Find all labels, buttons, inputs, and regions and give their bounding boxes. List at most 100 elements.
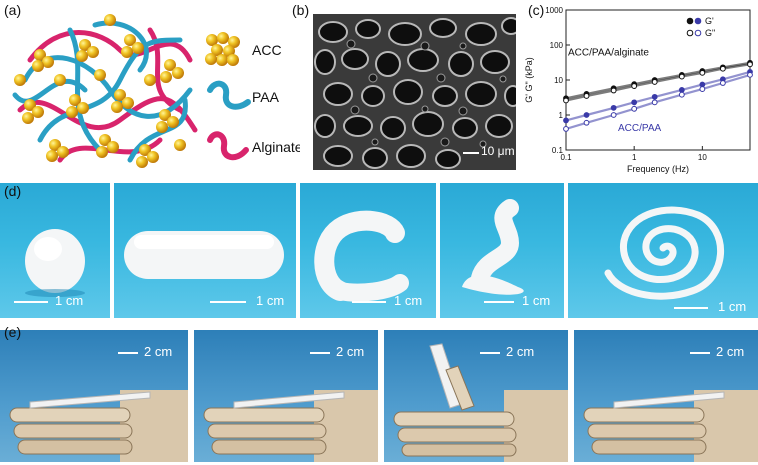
d-scale-label-5: 1 cm [718,299,747,314]
legend-marker-blue [694,17,702,25]
legend-alginate: Alginate [207,131,303,161]
data-point [747,71,753,78]
gel-spiral-shape [604,206,724,300]
y-tick-label: 10 [554,76,563,85]
sem-micrograph: 10 μm [313,14,516,170]
d-scale-bar-5 [674,307,708,309]
data-point [610,87,617,94]
robot-hand-flat-4 [583,390,758,462]
gel-twist-photo: 1 cm [440,183,564,318]
acc-cluster-icon [205,32,240,66]
robot-hand-raised-3 [393,343,568,462]
scale-bar [463,152,479,154]
paa-chain-icon [207,80,251,110]
legend-acc: ACC [205,32,282,66]
gel-sphere-shape [25,229,85,297]
data-point [583,119,590,126]
panel-e-label: (e) [4,324,22,340]
y-tick-label: 0.1 [552,146,564,155]
legend-label: G" [705,28,715,38]
data-point [678,73,685,80]
d-scale-label-3: 1 cm [394,293,423,308]
panel-d-label: (d) [4,183,22,199]
gel-hook-photo: 1 cm [300,183,436,318]
d-scale-label-4: 1 cm [522,293,551,308]
y-tick-label: 100 [550,41,564,50]
y-tick-label: 1000 [545,6,563,15]
gel-rod-photo: 1 cm [114,183,296,318]
e-scale-bar-1 [118,352,138,354]
legend-acc-label: ACC [252,42,282,58]
data-point [651,93,658,100]
d-scale-label-2: 1 cm [256,293,285,308]
data-point [631,99,638,106]
robot-hand-flat-1 [9,390,188,462]
data-point [610,104,617,111]
d-scale-bar-4 [484,301,514,303]
y-tick-label: 1 [559,111,564,120]
annotation-acc-paa: ACC/PAA [618,123,661,134]
legend-alginate-label: Alginate [252,139,300,155]
e-scale-label-3: 2 cm [506,344,535,359]
data-point [678,87,685,93]
data-point [719,65,726,72]
rheology-plot: 0.1 1 10 100 1000 0.1 1 10 Frequency (Hz) G' G" (… [524,6,753,174]
e-scale-label-1: 2 cm [144,344,173,359]
data-point [583,93,590,99]
data-point [699,86,706,92]
gel-rod-shape [124,231,284,279]
legend-marker-black [686,17,694,25]
legend-marker-blue [694,29,702,37]
legend-marker-black [686,29,694,37]
gel-twist-shape [462,199,524,295]
data-point [631,83,638,89]
legend-label: G' [705,16,714,26]
e-scale-bar-2 [310,352,330,354]
x-tick-label: 10 [698,153,707,162]
e-scale-label-4: 2 cm [716,344,745,359]
scale-bar-label: 10 μm [481,144,515,158]
robot-hand-photo-3: 2 cm [384,330,568,462]
data-point [651,99,658,106]
robot-hand-photo-2: 2 cm [194,330,378,462]
panel-b-label: (b) [292,2,310,18]
data-point [747,61,753,68]
alginate-chain-icon [207,131,249,161]
rheology-chart: 0.1 1 10 100 1000 0.1 1 10 Frequency (Hz) G' G" (… [520,0,758,182]
hydrogel-network-illustration: ACC PAA Alginate [12,14,303,168]
data-point [699,69,706,76]
e-scale-bar-3 [480,352,500,354]
panel-a-schematic: (a) [0,0,303,178]
x-axis-label: Frequency (Hz) [627,164,689,174]
gel-spiral-photo: 1 cm [568,183,758,318]
robot-hand-flat-2 [203,390,378,462]
robot-hand-photo-1: 2 cm [0,330,188,462]
data-point [651,79,658,85]
panel-c-label: (c) [528,2,545,18]
e-scale-bar-4 [690,352,710,354]
data-point [610,112,617,118]
data-point [719,80,726,86]
data-point [631,105,638,112]
panel-a-label: (a) [4,2,22,18]
e-scale-label-2: 2 cm [336,344,365,359]
legend-paa: PAA [207,80,280,110]
x-tick-label: 1 [632,153,637,162]
data-point [678,91,685,98]
data-point [563,97,569,104]
data-point [563,126,569,132]
d-scale-bar-3 [352,301,386,303]
annotation-acc-paa-alginate: ACC/PAA/alginate [568,48,649,59]
d-scale-bar-1 [14,301,48,303]
gel-hook-shape [314,210,409,302]
x-tick-label: 0.1 [560,153,572,162]
data-point [583,112,590,118]
d-scale-bar-2 [210,301,246,303]
y-axis-label: G' G" (kPa) [524,57,534,102]
d-scale-label-1: 1 cm [55,293,84,308]
data-point [563,117,569,124]
gel-sphere-photo: 1 cm [0,183,110,318]
robot-hand-photo-4: 2 cm [574,330,758,462]
porous-structure-image [313,14,516,170]
legend-paa-label: PAA [252,89,280,105]
